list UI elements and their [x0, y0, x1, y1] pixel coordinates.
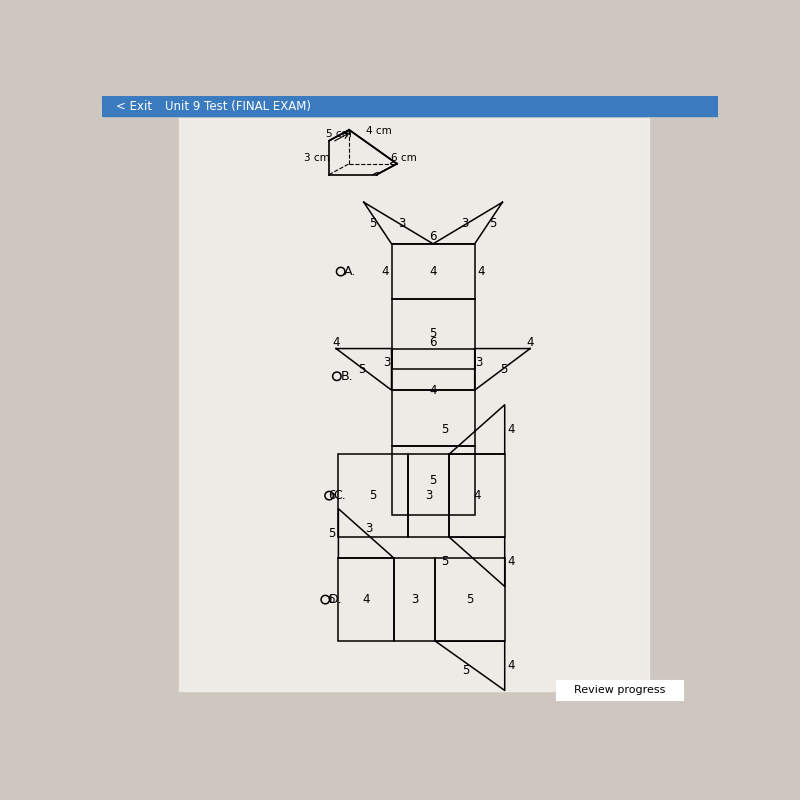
Bar	[408, 454, 450, 538]
Text: 4: 4	[477, 265, 485, 278]
Text: 6: 6	[327, 593, 334, 606]
Text: 4: 4	[430, 384, 437, 397]
Text: 4: 4	[507, 659, 514, 672]
Bar	[394, 558, 435, 641]
Bar	[391, 446, 474, 515]
Text: 3: 3	[366, 522, 373, 535]
Text: 3: 3	[425, 489, 432, 502]
Text: 5: 5	[462, 664, 469, 677]
Text: A.: A.	[344, 265, 356, 278]
Text: 6: 6	[328, 489, 335, 502]
Text: 5: 5	[441, 423, 448, 436]
Text: 4: 4	[430, 265, 437, 278]
Bar	[179, 118, 649, 691]
Text: 3 cm: 3 cm	[304, 153, 330, 162]
Bar	[556, 680, 683, 700]
Bar	[435, 558, 505, 641]
Bar	[391, 390, 474, 446]
Bar	[102, 96, 718, 116]
Text: 6: 6	[430, 336, 437, 349]
Text: 5: 5	[370, 217, 377, 230]
Text: 5: 5	[430, 327, 437, 341]
Text: 5: 5	[430, 474, 437, 486]
Bar	[338, 454, 408, 538]
Bar	[391, 299, 474, 369]
Text: Review progress: Review progress	[574, 685, 665, 694]
Text: 6 cm: 6 cm	[390, 153, 417, 162]
Text: 5 cm: 5 cm	[326, 129, 352, 138]
Bar	[391, 349, 474, 390]
Text: 6: 6	[430, 230, 437, 242]
Text: 3: 3	[461, 217, 468, 230]
Bar	[450, 454, 505, 538]
Bar	[391, 244, 474, 299]
Text: 5: 5	[490, 217, 497, 230]
Bar	[338, 558, 394, 641]
Text: C.: C.	[333, 489, 346, 502]
Text: 5: 5	[466, 593, 474, 606]
Text: 5: 5	[370, 489, 377, 502]
Text: 4 cm: 4 cm	[366, 126, 392, 137]
Text: 4: 4	[507, 555, 514, 568]
Text: 5: 5	[329, 527, 336, 540]
Text: B.: B.	[341, 370, 353, 382]
Text: D.: D.	[329, 593, 342, 606]
Text: 5: 5	[358, 363, 366, 376]
Text: 4: 4	[507, 423, 514, 436]
Text: 4: 4	[474, 489, 481, 502]
Text: 4: 4	[362, 593, 370, 606]
Text: 3: 3	[411, 593, 418, 606]
Text: 3: 3	[476, 356, 483, 369]
Text: 3: 3	[398, 217, 406, 230]
Text: 4: 4	[382, 265, 389, 278]
Text: Unit 9 Test (FINAL EXAM): Unit 9 Test (FINAL EXAM)	[165, 99, 311, 113]
Text: 3: 3	[383, 356, 390, 369]
Text: 5: 5	[500, 363, 508, 376]
Text: 4: 4	[332, 336, 340, 349]
Text: 5: 5	[441, 555, 448, 568]
Text: 4: 4	[526, 336, 534, 349]
Text: < Exit: < Exit	[116, 99, 152, 113]
